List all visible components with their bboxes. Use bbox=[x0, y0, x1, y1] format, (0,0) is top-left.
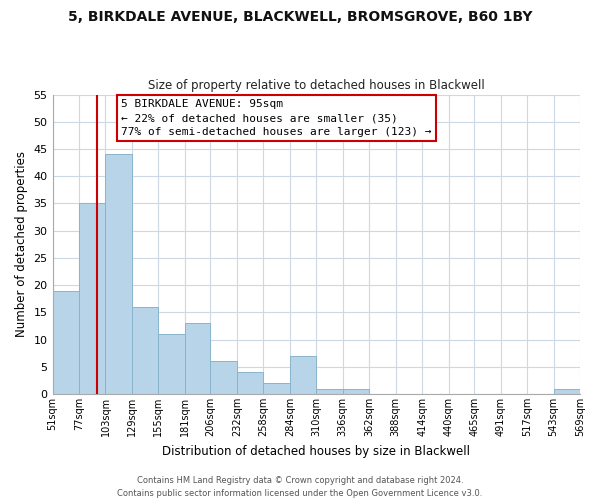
Bar bbox=[79, 204, 106, 394]
Bar bbox=[106, 154, 132, 394]
Text: 5 BIRKDALE AVENUE: 95sqm
← 22% of detached houses are smaller (35)
77% of semi-d: 5 BIRKDALE AVENUE: 95sqm ← 22% of detach… bbox=[121, 99, 431, 137]
Bar bbox=[53, 290, 79, 394]
Text: 5, BIRKDALE AVENUE, BLACKWELL, BROMSGROVE, B60 1BY: 5, BIRKDALE AVENUE, BLACKWELL, BROMSGROV… bbox=[68, 10, 532, 24]
Bar bbox=[211, 362, 237, 394]
Bar bbox=[554, 388, 580, 394]
Bar bbox=[158, 334, 185, 394]
Bar bbox=[290, 356, 316, 394]
Bar bbox=[263, 383, 290, 394]
X-axis label: Distribution of detached houses by size in Blackwell: Distribution of detached houses by size … bbox=[162, 444, 470, 458]
Bar bbox=[132, 307, 158, 394]
Y-axis label: Number of detached properties: Number of detached properties bbox=[15, 152, 28, 338]
Bar bbox=[185, 323, 211, 394]
Title: Size of property relative to detached houses in Blackwell: Size of property relative to detached ho… bbox=[148, 79, 485, 92]
Bar bbox=[343, 388, 369, 394]
Bar bbox=[237, 372, 263, 394]
Text: Contains HM Land Registry data © Crown copyright and database right 2024.
Contai: Contains HM Land Registry data © Crown c… bbox=[118, 476, 482, 498]
Bar bbox=[316, 388, 343, 394]
